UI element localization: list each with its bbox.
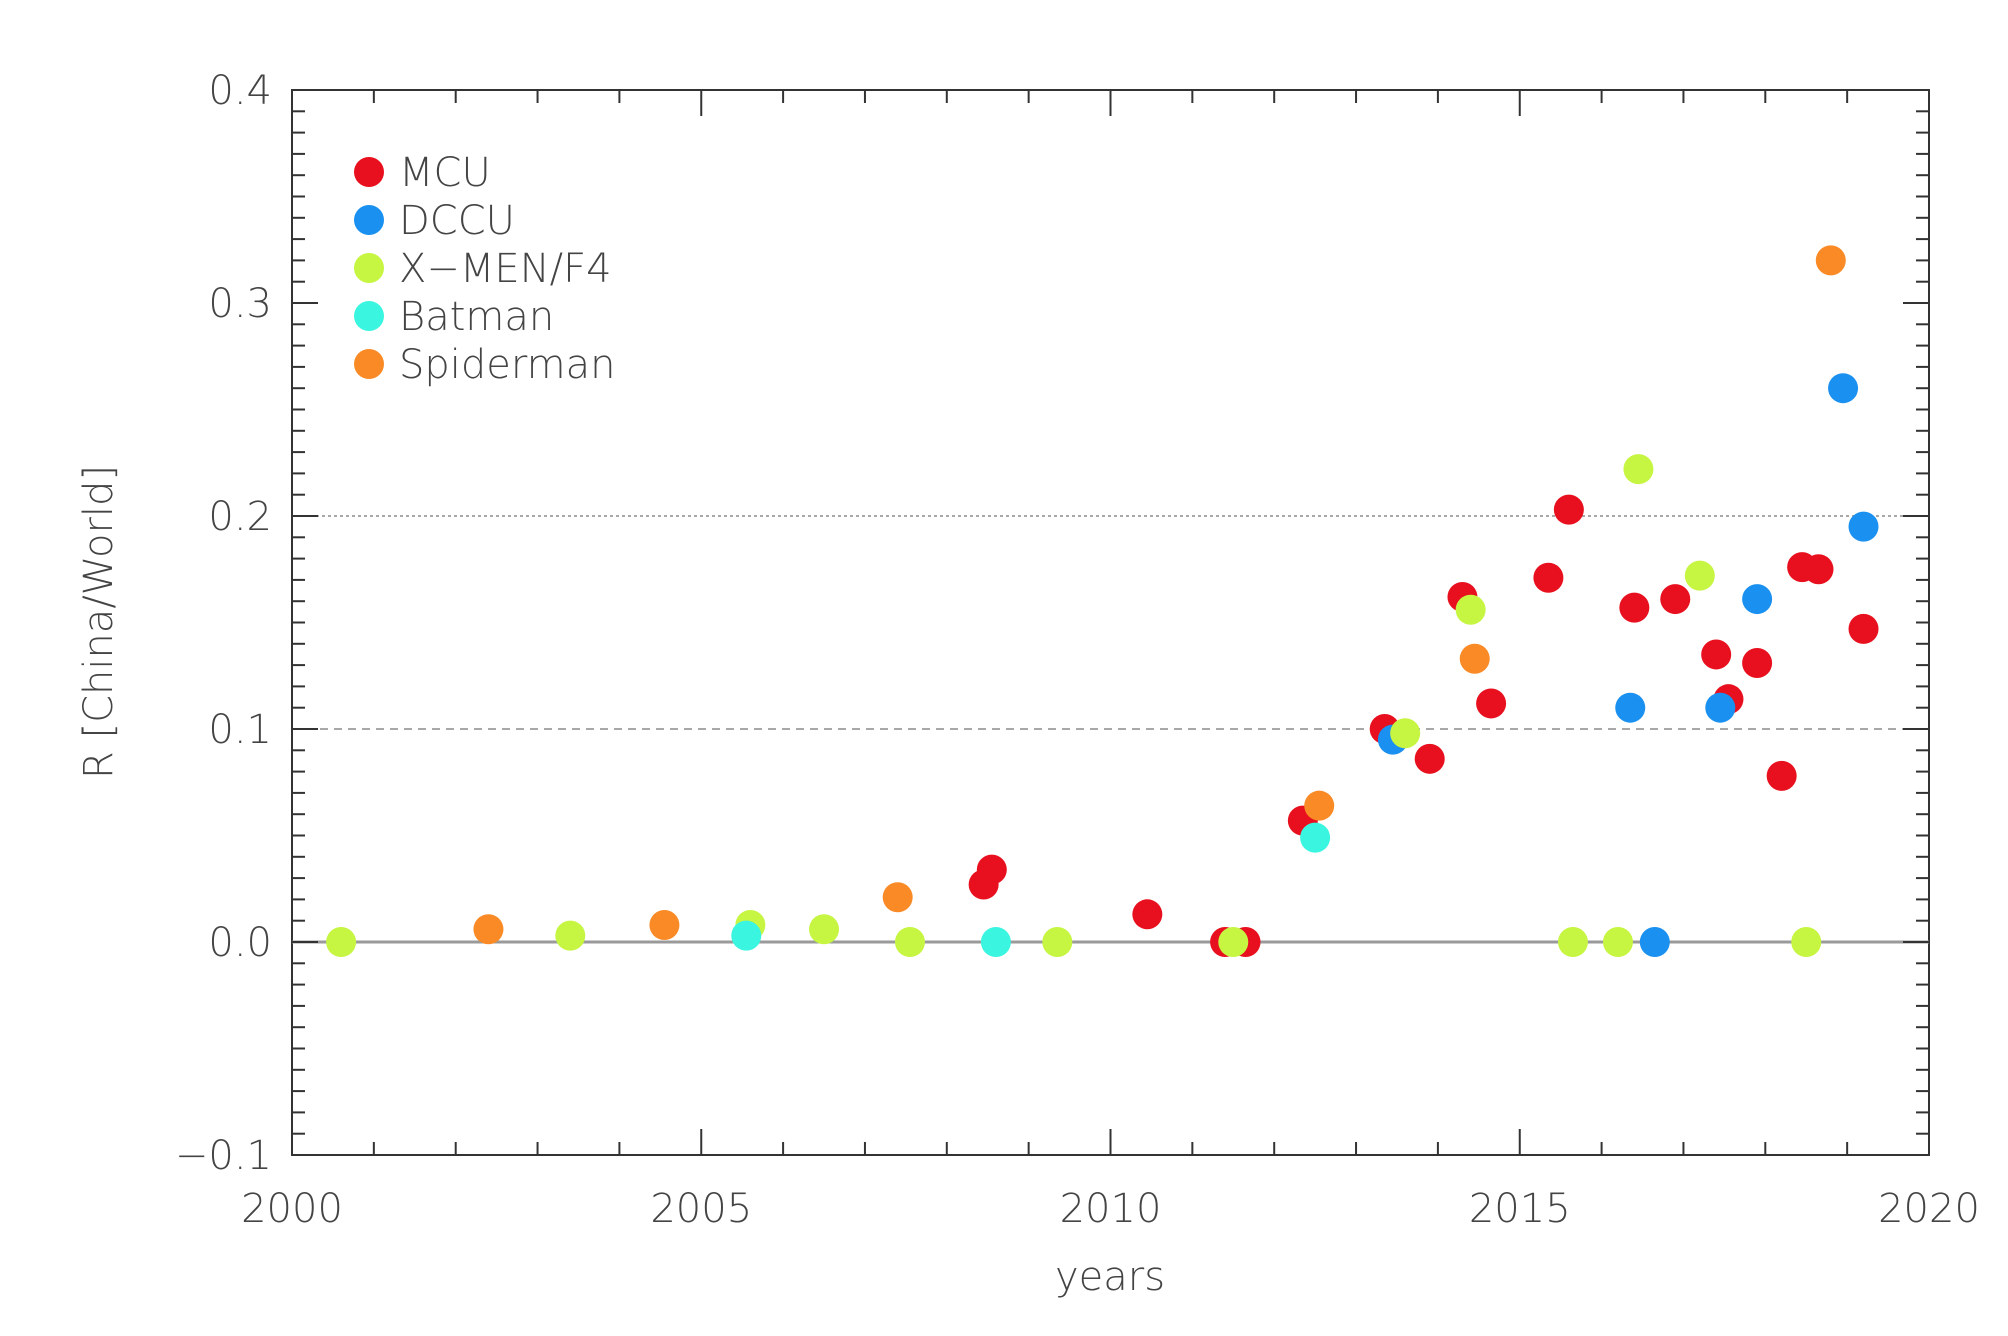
- data-point: [1304, 790, 1335, 821]
- data-point: [1660, 584, 1691, 615]
- legend-label: Spiderman: [399, 342, 615, 388]
- legend-marker: [354, 253, 384, 283]
- data-point: [326, 927, 357, 957]
- data-point: [1623, 454, 1654, 485]
- data-point: [882, 882, 913, 913]
- data-points: [326, 245, 1879, 957]
- data-point: [976, 854, 1007, 885]
- data-point: [1742, 647, 1773, 678]
- data-point: [555, 920, 586, 951]
- data-point: [1803, 554, 1834, 585]
- data-point: [1639, 927, 1670, 957]
- data-point: [1791, 927, 1822, 957]
- x-tick-label: 2000: [241, 1186, 343, 1232]
- data-point: [1615, 692, 1646, 723]
- y-tick-label: 0.1: [208, 707, 272, 753]
- axis-ticks: [291, 89, 1930, 1156]
- data-point: [1701, 639, 1732, 670]
- y-tick-label: −0.1: [175, 1133, 272, 1179]
- data-point: [1705, 692, 1736, 723]
- series-mcu: [968, 494, 1879, 957]
- data-point: [649, 909, 680, 940]
- data-point: [1042, 927, 1073, 957]
- legend-marker: [354, 301, 384, 331]
- x-tick-label: 2015: [1469, 1186, 1571, 1232]
- data-point: [980, 927, 1011, 957]
- legend-marker: [354, 157, 384, 187]
- data-point: [809, 914, 840, 945]
- data-point: [1602, 927, 1633, 957]
- data-point: [1533, 562, 1564, 593]
- tick-labels: 2000 2005 2010 2015 2020 −0.1 0.0 0.1 0.2 0.3 0.4: [175, 68, 1980, 1232]
- y-tick-label: 0.0: [208, 920, 272, 966]
- legend-marker: [354, 205, 384, 235]
- legend-marker: [354, 349, 384, 379]
- data-point: [1300, 822, 1331, 853]
- data-point: [1848, 613, 1879, 644]
- x-axis-label: years: [1055, 1254, 1165, 1300]
- data-point: [1455, 594, 1486, 625]
- y-tick-label: 0.2: [208, 494, 272, 540]
- data-point: [1553, 494, 1584, 525]
- data-point: [1476, 688, 1507, 719]
- y-axis-label: R [China/World]: [76, 465, 122, 779]
- data-point: [1766, 760, 1797, 791]
- data-point: [1459, 643, 1490, 674]
- data-point: [731, 920, 762, 951]
- data-point: [1132, 899, 1163, 930]
- data-point: [1684, 560, 1715, 591]
- y-tick-label: 0.4: [208, 68, 272, 114]
- data-point: [1218, 927, 1249, 957]
- legend-label: MCU: [399, 150, 491, 196]
- y-tick-label: 0.3: [208, 281, 272, 327]
- data-point: [1619, 592, 1650, 623]
- x-tick-label: 2020: [1878, 1186, 1980, 1232]
- series-spiderman: [473, 245, 1846, 945]
- x-tick-label: 2010: [1060, 1186, 1162, 1232]
- series-batman: [731, 822, 1331, 957]
- data-point: [1414, 743, 1445, 774]
- data-point: [1815, 245, 1846, 276]
- data-point: [1390, 718, 1421, 749]
- legend-label: Batman: [399, 294, 554, 340]
- legend-label: X−MEN/F4: [399, 246, 612, 292]
- x-tick-label: 2005: [650, 1186, 752, 1232]
- reference-lines: [292, 515, 1929, 944]
- data-point: [1828, 373, 1859, 404]
- series-x-men-f4: [326, 454, 1822, 957]
- data-point: [1742, 584, 1773, 615]
- legend-label: DCCU: [399, 198, 515, 244]
- data-point: [1557, 927, 1588, 957]
- data-point: [473, 914, 504, 945]
- data-point: [894, 927, 925, 957]
- data-point: [1848, 511, 1879, 542]
